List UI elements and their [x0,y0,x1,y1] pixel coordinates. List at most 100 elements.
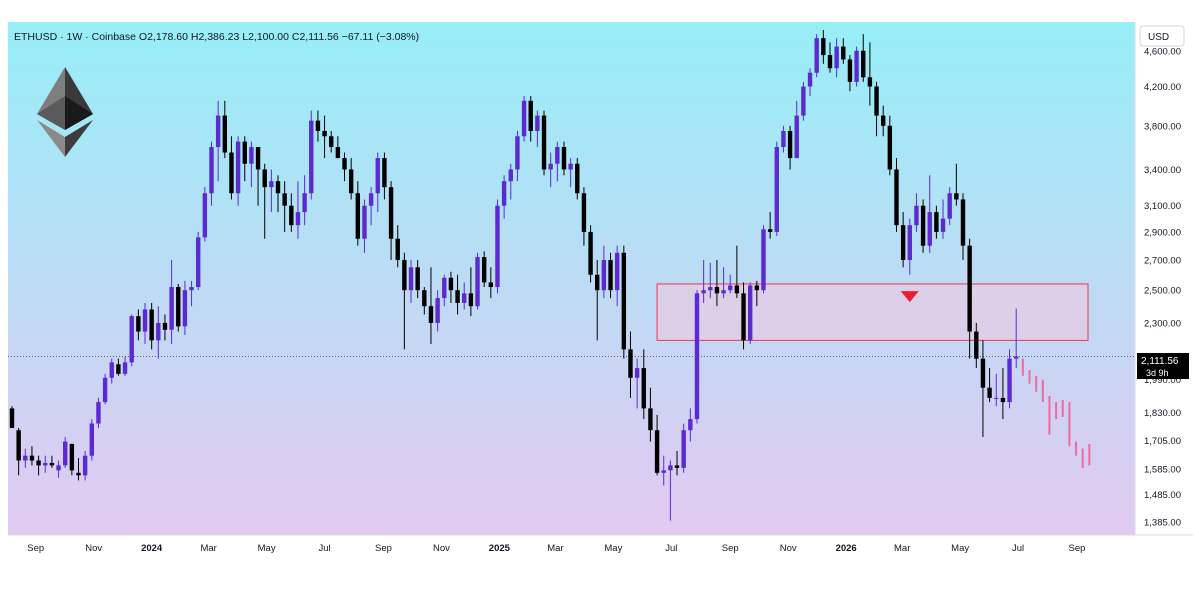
candle[interactable] [196,231,201,291]
candle[interactable] [767,212,773,239]
candle[interactable] [747,282,753,344]
candle[interactable] [548,152,553,188]
candle[interactable] [954,163,959,206]
candle[interactable] [348,158,354,200]
candle[interactable] [621,245,627,359]
candle[interactable] [634,358,640,409]
candle[interactable] [668,460,673,521]
candle[interactable] [342,152,347,182]
candle[interactable] [900,212,906,268]
candle[interactable] [56,460,61,478]
candle[interactable] [641,349,646,420]
candle[interactable] [880,105,886,137]
candle[interactable] [874,81,879,137]
candle[interactable] [189,280,194,307]
candle[interactable] [36,455,41,476]
candle[interactable] [309,110,314,200]
candle[interactable] [215,100,221,182]
candle[interactable] [122,356,128,376]
candle[interactable] [741,282,746,350]
candle[interactable] [688,408,693,442]
candle[interactable] [402,252,407,350]
candle[interactable] [29,446,35,466]
time-axis[interactable]: Sep Nov 2024 Mar May Jul Sep Nov 2025 Mar May Jul Se… [27,543,1085,554]
candle[interactable] [242,136,247,182]
candle[interactable] [129,314,134,367]
candle[interactable] [528,95,533,142]
candle[interactable] [854,46,859,87]
candle[interactable] [960,193,966,260]
candle[interactable] [16,427,21,476]
candle[interactable] [96,397,101,428]
candle[interactable] [222,100,228,159]
candle[interactable] [714,259,720,307]
candle[interactable] [468,267,474,317]
candle[interactable] [63,436,68,468]
candle[interactable] [847,55,853,92]
candle[interactable] [322,115,327,159]
candle[interactable] [561,141,567,176]
candle[interactable] [182,280,188,336]
candle[interactable] [428,267,434,344]
candle[interactable] [974,322,979,369]
candle[interactable] [934,205,939,239]
candle[interactable] [708,262,713,299]
candle[interactable] [116,358,121,376]
candle[interactable] [109,358,114,384]
candle[interactable] [23,448,28,468]
candle[interactable] [382,152,387,200]
candle[interactable] [388,181,394,260]
candle[interactable] [462,282,467,310]
candle[interactable] [448,271,454,303]
candle[interactable] [481,251,487,288]
candle[interactable] [1007,349,1012,409]
candle[interactable] [102,373,108,405]
candle[interactable] [920,199,926,253]
candle[interactable] [521,95,527,142]
candle[interactable] [681,423,686,473]
candle[interactable] [568,158,573,188]
candle[interactable] [781,125,786,153]
candle[interactable] [415,259,420,299]
candle[interactable] [335,136,341,159]
price-axis[interactable]: 4,600.00 4,200.00 3,800.00 3,400.00 3,100.00… [1144,46,1181,528]
candle[interactable] [774,141,779,236]
candle[interactable] [156,306,161,359]
candle[interactable] [894,158,899,232]
candle[interactable] [841,38,846,64]
candle[interactable] [435,290,440,332]
candle[interactable] [814,34,819,78]
candle[interactable] [661,455,666,486]
candle[interactable] [721,267,726,299]
candle[interactable] [275,175,281,213]
candle[interactable] [442,274,447,307]
candle[interactable] [861,34,866,82]
candle[interactable] [269,169,274,213]
candle[interactable] [82,450,88,481]
candle[interactable] [967,238,972,359]
candle[interactable] [422,287,427,315]
candle[interactable] [249,141,254,188]
candle[interactable] [701,259,706,303]
candle[interactable] [807,68,813,96]
candle[interactable] [867,42,873,106]
candle[interactable] [555,141,560,182]
candle[interactable] [734,245,740,299]
candle[interactable] [801,81,806,121]
candle[interactable] [375,152,380,213]
candle[interactable] [362,199,367,253]
candle[interactable] [89,419,95,461]
candle[interactable] [887,115,893,176]
candle[interactable] [628,331,633,398]
candle[interactable] [508,163,513,200]
candle[interactable] [914,193,919,232]
candle[interactable] [608,252,613,299]
candle[interactable] [176,283,181,332]
candle[interactable] [69,443,75,476]
candle[interactable] [43,455,48,473]
candle[interactable] [295,181,301,239]
candle[interactable] [315,110,321,142]
candle[interactable] [987,368,992,403]
candle[interactable] [149,302,154,350]
candle[interactable] [282,181,287,232]
